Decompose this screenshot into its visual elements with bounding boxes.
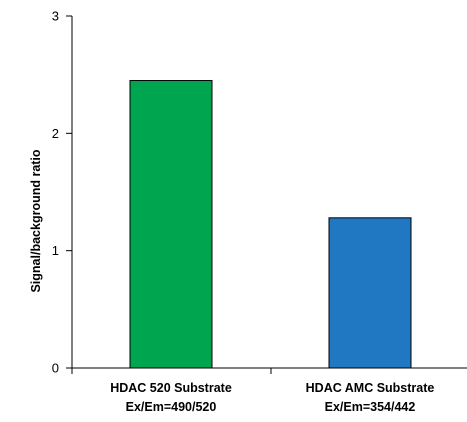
bar-1 <box>129 80 213 369</box>
x-category-label: HDAC 520 Substrate <box>110 381 232 395</box>
x-category-label: HDAC AMC Substrate <box>306 381 435 395</box>
y-tick-label: 3 <box>52 9 59 24</box>
plot-area: 0 1 2 3 HDAC 520 Substrate Ex/Em=490/520 HDAC … <box>52 9 467 414</box>
y-tick-label: 2 <box>52 126 59 141</box>
y-tick-label: 1 <box>52 243 59 258</box>
x-category-label: Ex/Em=354/442 <box>325 400 416 414</box>
bar-2 <box>328 217 412 369</box>
x-category-label: Ex/Em=490/520 <box>126 400 217 414</box>
y-axis-title: Signal/background ratio <box>29 149 43 292</box>
y-tick-label: 0 <box>52 361 59 376</box>
